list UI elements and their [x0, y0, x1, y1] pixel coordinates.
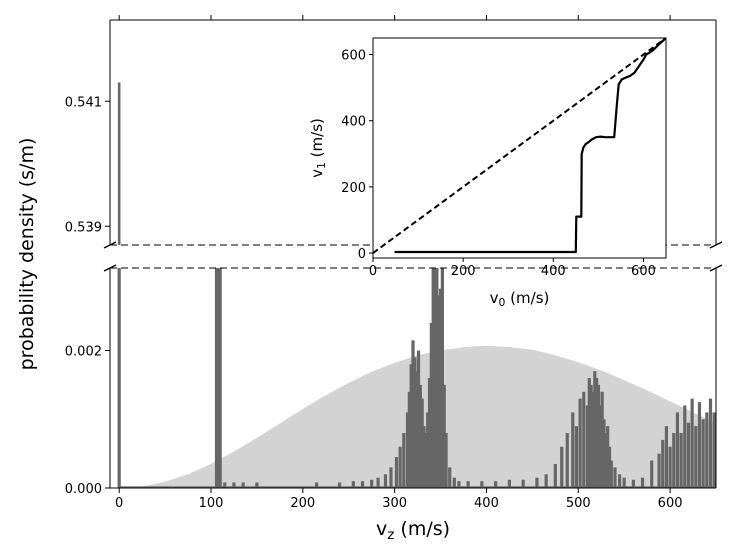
x-tick-label: 0 [115, 496, 123, 511]
inset-x-axis-label-base: v [490, 289, 499, 307]
inset-y-axis-label-unit: (m/s) [308, 118, 326, 162]
axis-break-marker [103, 264, 117, 272]
x-axis-label-base: v [376, 518, 387, 540]
x-tick-label: 100 [199, 496, 224, 511]
inset-x-tick-label: 400 [541, 264, 566, 279]
inset-x-tick-label: 0 [369, 264, 377, 279]
distribution-spikes [117, 268, 716, 488]
x-tick-label: 500 [566, 496, 591, 511]
inset-y-tick-label: 600 [341, 49, 366, 64]
inset-response-curve [394, 37, 667, 254]
x-tick-label: 200 [290, 496, 315, 511]
inset-x-axis-label: v0 (m/s) [490, 289, 550, 309]
inset-x-tick-label: 200 [451, 264, 476, 279]
y-tick-label-upper: 0.541 [65, 95, 102, 110]
inset-frame [372, 37, 667, 259]
inset-x-tick-label: 600 [631, 264, 656, 279]
axis-break-marker [103, 241, 117, 249]
x-axis-label-subscript: z [387, 527, 394, 543]
axis-break-marker [709, 264, 723, 272]
y-tick-label-upper: 0.539 [65, 220, 102, 235]
inset-y-axis-label-base: v [308, 169, 326, 178]
x-tick-label: 300 [382, 496, 407, 511]
inset-y-tick-label: 200 [341, 181, 366, 196]
x-axis-label-unit: (m/s) [394, 518, 450, 540]
x-axis-label: vz (m/s) [376, 518, 450, 543]
inset-y-axis-label: v1 (m/s) [308, 118, 328, 178]
axis-break-marker [709, 241, 723, 249]
inset-y-tick-label: 400 [341, 115, 366, 130]
inset-y-axis-label-subscript: 1 [315, 162, 328, 169]
y-axis-label: probability density (s/m) [16, 138, 38, 371]
x-tick-label: 400 [474, 496, 499, 511]
y-tick-label-lower: 0.000 [65, 482, 102, 497]
x-tick-label: 600 [658, 496, 683, 511]
inset-x-axis-label-unit: (m/s) [505, 289, 549, 307]
inset-identity-line [372, 37, 667, 254]
y-tick-label-lower: 0.002 [65, 345, 102, 360]
inset-x-axis-label-subscript: 0 [499, 296, 506, 309]
inset-y-tick-label: 0 [358, 247, 366, 262]
main-plot: 0 100 200 300 400 500 6000.5390.5410.0000.002v… [16, 15, 723, 543]
